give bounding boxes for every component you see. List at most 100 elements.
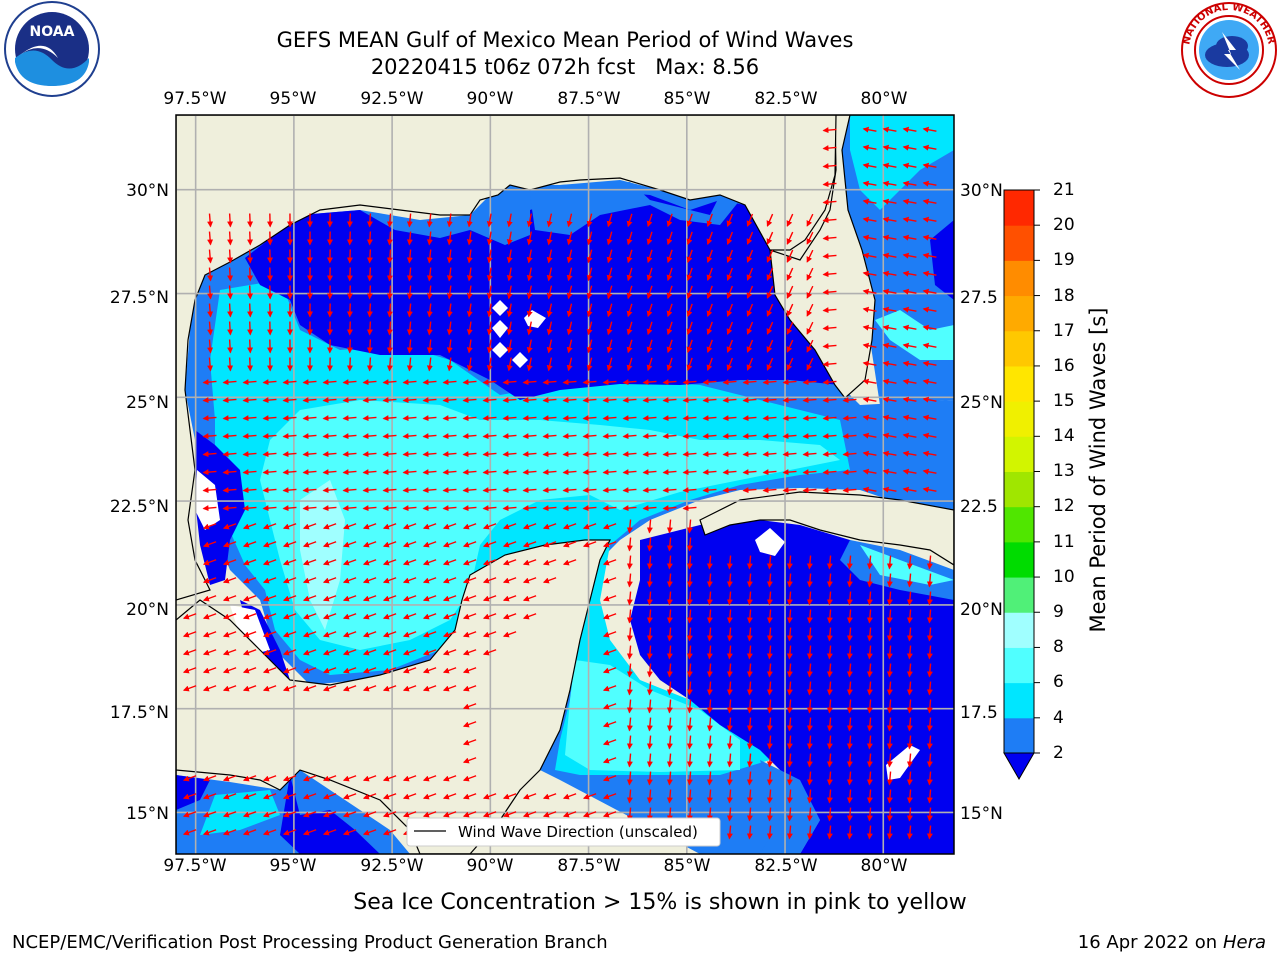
wind-wave-arrow bbox=[606, 249, 613, 264]
wind-wave-arrow bbox=[182, 631, 197, 638]
wind-wave-arrow bbox=[562, 487, 577, 494]
wind-wave-arrow bbox=[462, 685, 477, 692]
wind-wave-arrow bbox=[582, 469, 597, 476]
wind-wave-arrow bbox=[406, 303, 413, 318]
run-date: 16 Apr 2022 on Hera bbox=[1078, 932, 1266, 953]
wind-wave-arrow bbox=[886, 807, 893, 822]
wind-wave-arrow bbox=[686, 591, 693, 606]
wind-wave-arrow bbox=[362, 577, 377, 584]
wind-wave-arrow bbox=[842, 415, 857, 422]
wind-wave-arrow bbox=[602, 775, 617, 782]
wind-wave-arrow bbox=[462, 667, 477, 674]
wind-wave-arrow bbox=[606, 321, 613, 336]
wind-wave-arrow bbox=[262, 811, 277, 818]
wind-wave-arrow bbox=[862, 324, 877, 331]
wind-wave-arrow bbox=[302, 595, 317, 602]
wind-wave-arrow bbox=[602, 469, 617, 476]
wind-wave-arrow bbox=[726, 789, 733, 804]
wind-wave-arrow bbox=[746, 321, 754, 335]
wind-wave-arrow bbox=[602, 703, 617, 710]
wind-wave-arrow bbox=[247, 357, 254, 372]
wind-wave-arrow bbox=[322, 415, 337, 422]
wind-wave-arrow bbox=[382, 523, 397, 530]
wind-wave-arrow bbox=[642, 379, 657, 386]
wind-wave-arrow bbox=[826, 663, 833, 678]
wind-wave-arrow bbox=[922, 270, 937, 277]
wind-wave-arrow bbox=[706, 699, 713, 714]
wind-wave-arrow bbox=[202, 379, 217, 386]
wind-wave-arrow bbox=[227, 231, 234, 246]
wind-wave-arrow bbox=[202, 397, 217, 404]
wind-wave-arrow bbox=[262, 433, 277, 440]
wind-wave-arrow bbox=[622, 415, 637, 422]
wind-wave-arrow bbox=[766, 681, 773, 696]
wind-wave-arrow bbox=[366, 267, 373, 282]
wind-wave-arrow bbox=[566, 303, 573, 318]
wind-wave-arrow bbox=[686, 249, 693, 264]
wind-wave-arrow bbox=[702, 487, 717, 494]
wind-wave-arrow bbox=[342, 469, 357, 476]
lon-label-bottom: 85°W bbox=[663, 856, 711, 876]
wind-wave-arrow bbox=[602, 523, 617, 530]
wind-wave-arrow bbox=[502, 415, 517, 422]
wind-wave-arrow bbox=[806, 591, 813, 606]
lon-label-bottom: 97.5°W bbox=[163, 856, 227, 876]
wind-wave-arrow bbox=[262, 541, 277, 548]
wind-wave-arrow bbox=[546, 213, 553, 228]
wind-wave-arrow bbox=[806, 285, 814, 299]
wind-wave-arrow bbox=[922, 216, 937, 223]
wind-wave-arrow bbox=[426, 285, 433, 300]
wind-wave-arrow bbox=[622, 397, 637, 404]
wind-wave-arrow bbox=[346, 249, 353, 264]
wind-wave-arrow bbox=[386, 285, 393, 300]
wind-wave-arrow bbox=[746, 267, 754, 281]
wind-wave-arrow bbox=[482, 469, 497, 476]
wind-wave-arrow bbox=[726, 555, 733, 570]
wind-wave-arrow bbox=[466, 321, 473, 336]
wind-wave-arrow bbox=[902, 162, 917, 169]
wind-wave-arrow bbox=[922, 162, 937, 169]
wind-wave-arrow bbox=[342, 505, 357, 512]
colorbar-segment bbox=[1004, 436, 1034, 472]
wind-wave-arrow bbox=[846, 573, 853, 588]
wind-wave-arrow bbox=[906, 807, 913, 822]
wind-wave-arrow bbox=[902, 144, 917, 151]
wind-wave-arrow bbox=[886, 555, 893, 570]
atlantic-cyan-low bbox=[875, 310, 954, 360]
wind-wave-arrow bbox=[846, 681, 853, 696]
wind-wave-arrow bbox=[262, 451, 277, 458]
wind-wave-arrow bbox=[842, 433, 857, 440]
colorbar-segment bbox=[1004, 365, 1034, 402]
wind-wave-arrow bbox=[766, 753, 773, 768]
wind-wave-arrow bbox=[646, 645, 653, 660]
wind-wave-arrow bbox=[422, 595, 437, 602]
wind-wave-arrow bbox=[282, 541, 297, 548]
wind-wave-arrow bbox=[522, 541, 537, 548]
wind-wave-arrow bbox=[282, 559, 297, 566]
wind-wave-arrow bbox=[786, 645, 793, 660]
wind-wave-arrow bbox=[346, 213, 353, 228]
wind-wave-arrow bbox=[766, 357, 774, 371]
wind-wave-arrow bbox=[282, 397, 297, 404]
wind-wave-arrow bbox=[906, 717, 913, 732]
wind-wave-arrow bbox=[342, 667, 357, 674]
wind-wave-arrow bbox=[662, 487, 677, 494]
lon-label-bottom: 80°W bbox=[860, 856, 908, 876]
wind-wave-arrow bbox=[406, 267, 413, 282]
wind-wave-arrow bbox=[806, 807, 813, 822]
wind-wave-arrow bbox=[386, 267, 393, 282]
noaa-logo-text: NOAA bbox=[30, 24, 75, 40]
wind-wave-arrow bbox=[726, 339, 734, 353]
wind-wave-arrow bbox=[882, 396, 897, 403]
wind-wave-arrow bbox=[562, 379, 577, 386]
wind-wave-arrow bbox=[746, 573, 753, 588]
wind-wave-arrow bbox=[586, 303, 593, 318]
wind-wave-arrow bbox=[207, 303, 214, 318]
wind-wave-arrow bbox=[282, 487, 297, 494]
wind-wave-arrow bbox=[902, 288, 917, 295]
wind-wave-arrow bbox=[262, 487, 277, 494]
wind-wave-arrow bbox=[302, 469, 317, 476]
wind-wave-arrow bbox=[746, 645, 753, 660]
wind-wave-arrow bbox=[922, 180, 937, 187]
wind-wave-arrow bbox=[742, 379, 757, 386]
